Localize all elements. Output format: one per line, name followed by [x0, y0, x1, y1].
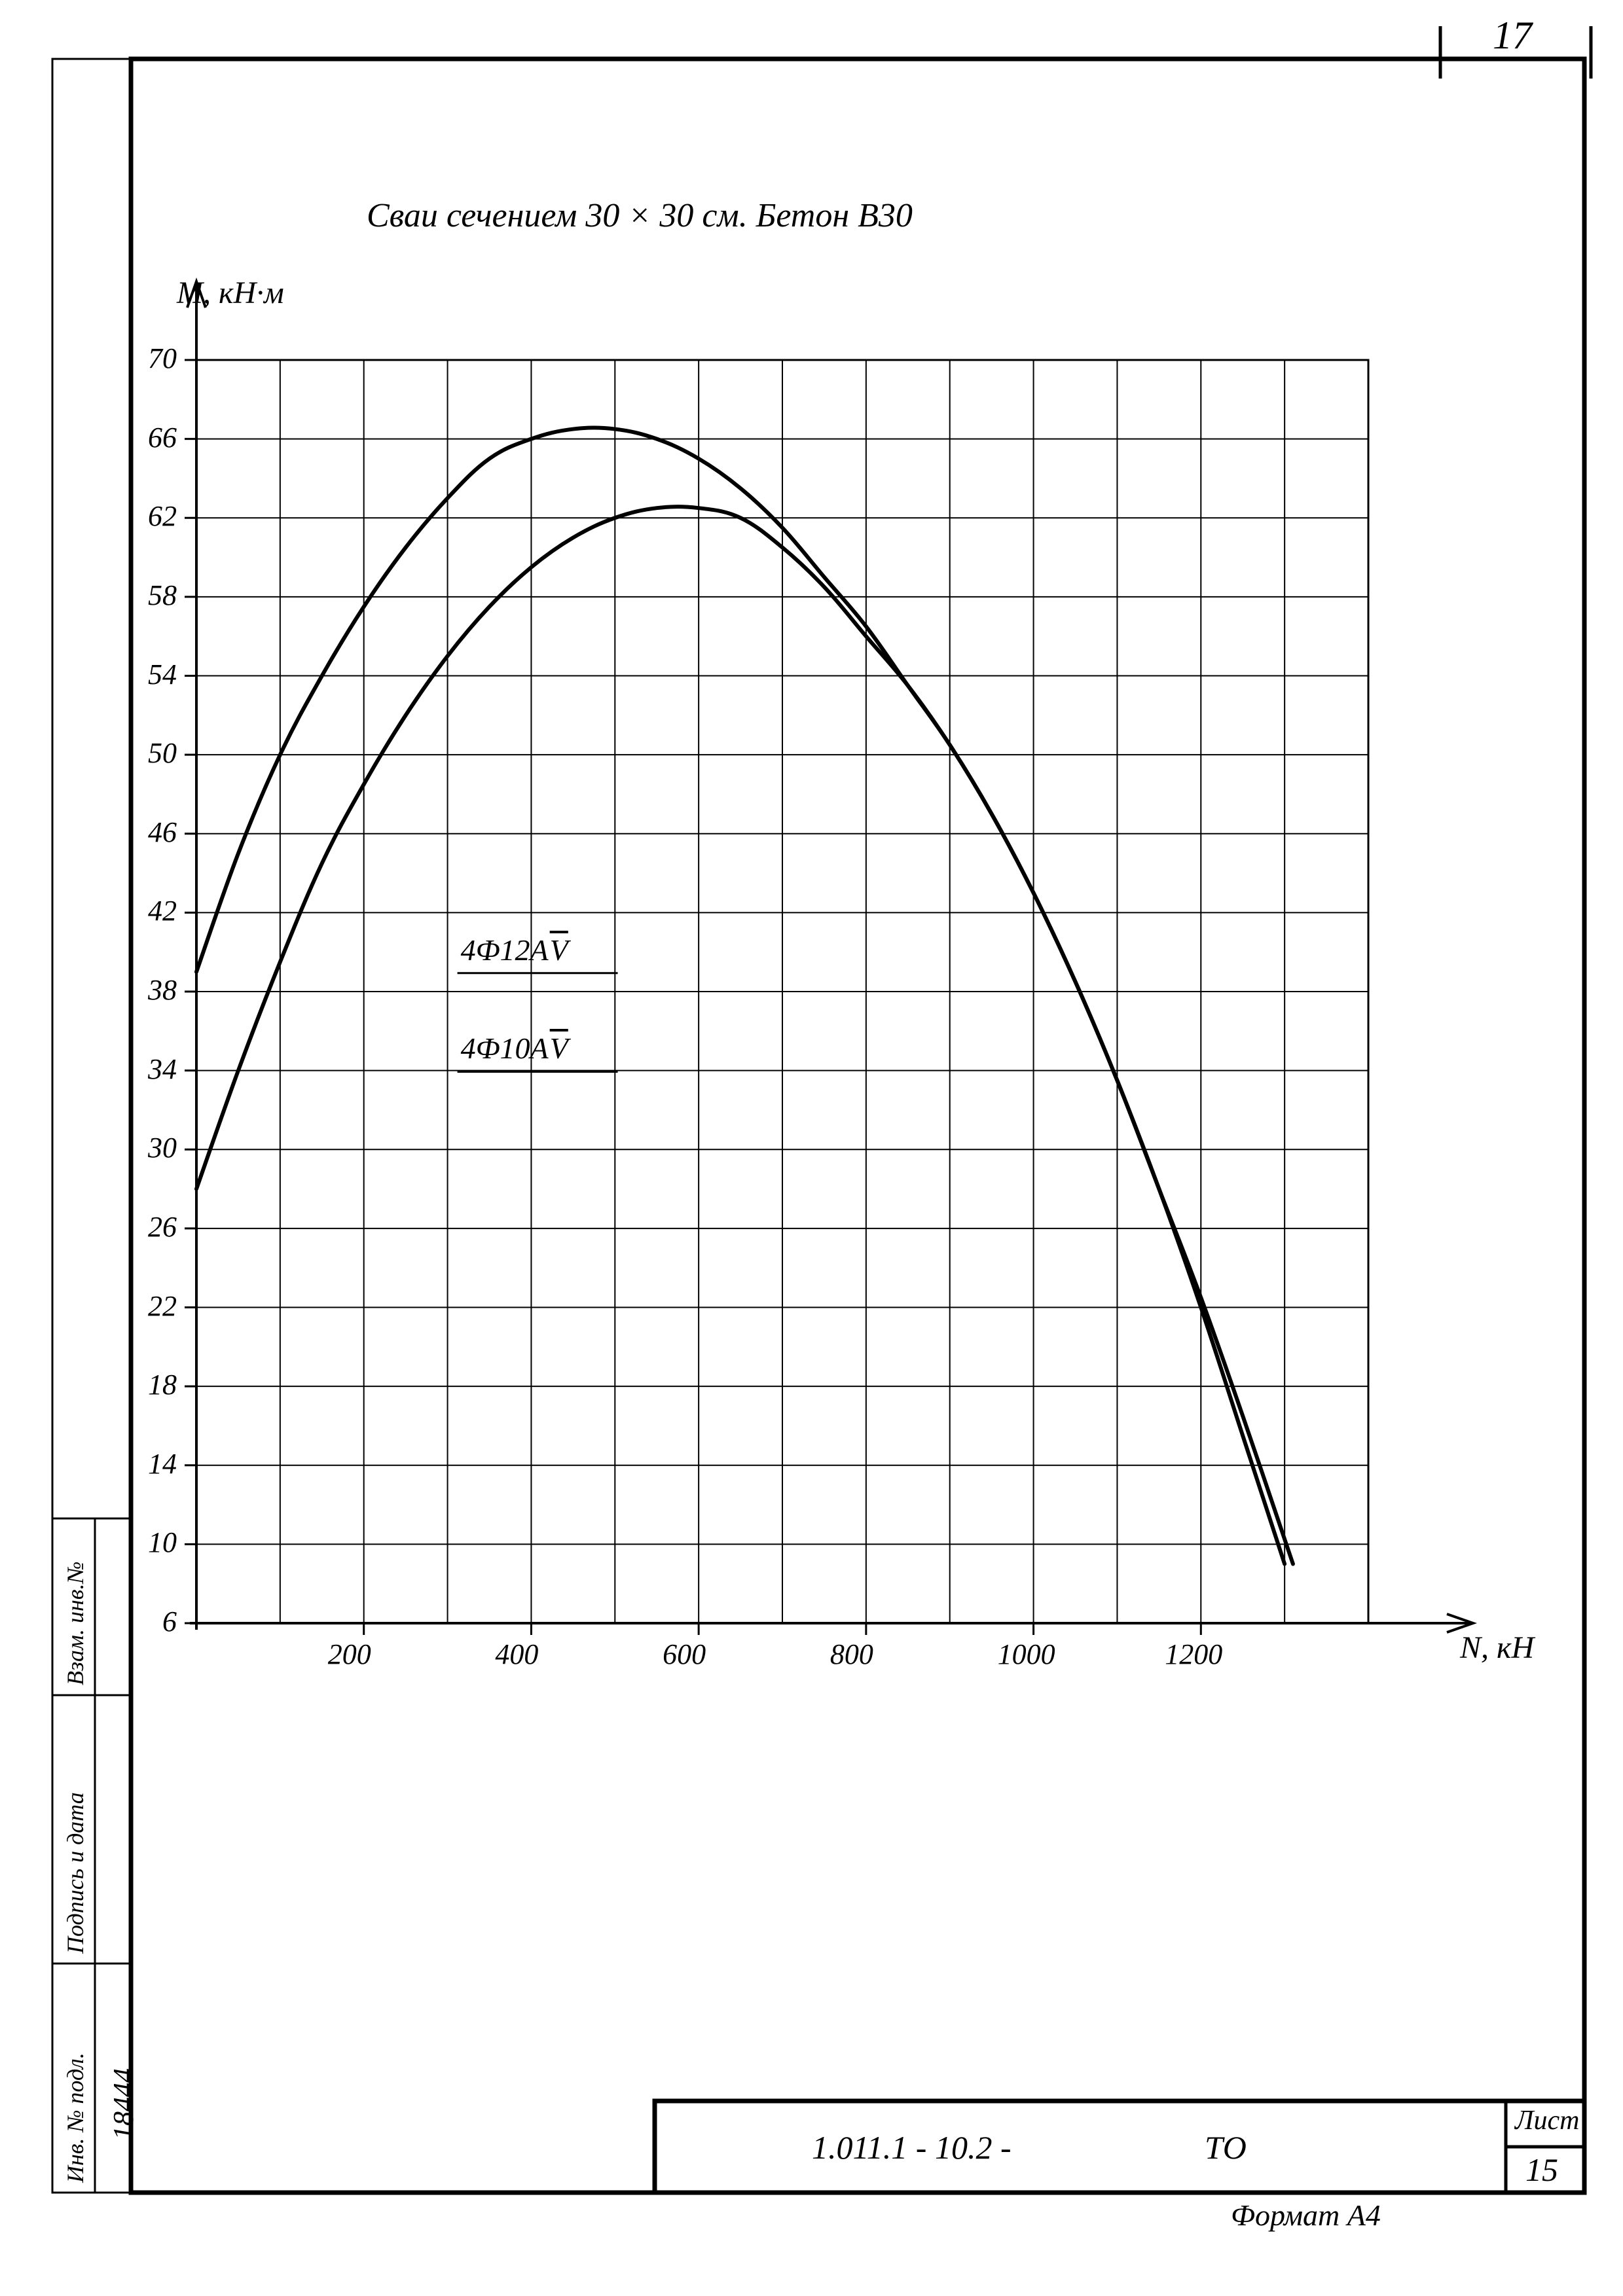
sheet-label: Лист: [1515, 2105, 1579, 2136]
x-tick-1200: 1200: [1165, 1638, 1222, 1671]
x-axis-label: N, кН: [1460, 1630, 1534, 1666]
y-tick-14: 14: [124, 1447, 177, 1480]
side-inv-val: 18444: [107, 2068, 140, 2140]
x-tick-800: 800: [830, 1638, 873, 1671]
y-tick-22: 22: [124, 1289, 177, 1323]
y-tick-66: 66: [124, 421, 177, 454]
legend-4Ф12AV: 4Ф12АV: [461, 933, 568, 967]
y-tick-46: 46: [124, 816, 177, 849]
y-tick-34: 34: [124, 1052, 177, 1086]
y-tick-58: 58: [124, 579, 177, 612]
x-tick-600: 600: [663, 1638, 706, 1671]
curve-4Ф10AV: [196, 507, 1293, 1564]
engineering-chart: [0, 0, 1623, 2296]
side-inv: Инв. № подл.: [62, 2053, 89, 2183]
doc-code: ТО: [1205, 2128, 1247, 2166]
legend-4Ф10AV: 4Ф10АV: [461, 1031, 568, 1066]
y-tick-62: 62: [124, 499, 177, 533]
y-tick-18: 18: [124, 1368, 177, 1401]
side-podpis: Подпись и дата: [62, 1792, 89, 1954]
x-tick-1000: 1000: [998, 1638, 1055, 1671]
side-vzam: Взам. инв.№: [62, 1562, 89, 1685]
doc-number: 1.011.1 - 10.2 -: [812, 2128, 1012, 2166]
chart-title: Сваи сечением 30 × 30 см. Бетон В30: [367, 196, 913, 235]
y-tick-50: 50: [124, 736, 177, 770]
curve-4Ф12AV: [196, 428, 1285, 1564]
format-label: Формат A4: [1231, 2198, 1381, 2233]
y-tick-54: 54: [124, 658, 177, 691]
sheet-number: 15: [1525, 2151, 1558, 2189]
page-number: 17: [1493, 13, 1532, 58]
y-tick-30: 30: [124, 1131, 177, 1164]
x-tick-200: 200: [328, 1638, 371, 1671]
x-tick-400: 400: [495, 1638, 538, 1671]
y-tick-26: 26: [124, 1210, 177, 1244]
y-tick-38: 38: [124, 973, 177, 1007]
y-tick-6: 6: [124, 1605, 177, 1638]
y-tick-42: 42: [124, 894, 177, 927]
y-axis-label: M, кН·м: [177, 275, 284, 311]
y-tick-10: 10: [124, 1526, 177, 1559]
y-tick-70: 70: [124, 342, 177, 375]
